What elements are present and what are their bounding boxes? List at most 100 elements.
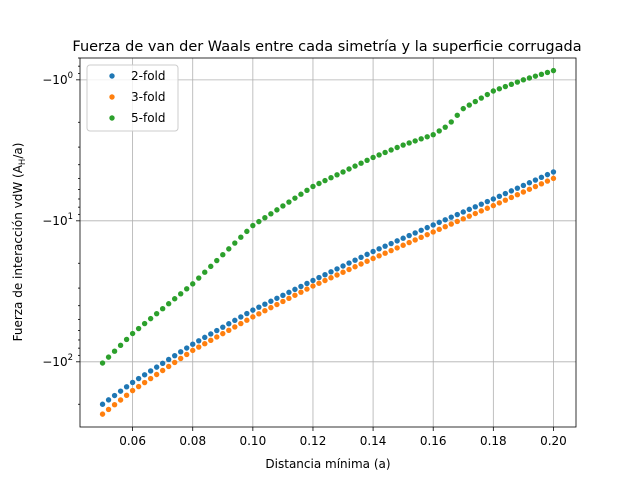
data-point <box>532 73 539 79</box>
y-tick-label: −101 <box>42 212 73 228</box>
data-point <box>123 392 130 398</box>
data-point <box>388 247 394 254</box>
data-point <box>376 246 382 252</box>
data-point <box>117 388 124 394</box>
data-point <box>178 291 184 297</box>
data-point <box>496 200 503 206</box>
data-point <box>165 363 172 370</box>
data-point <box>274 295 280 301</box>
data-point <box>334 266 340 272</box>
data-point <box>484 91 491 98</box>
data-point <box>472 98 478 105</box>
data-point <box>262 301 268 307</box>
data-point <box>382 250 388 256</box>
data-point <box>153 364 160 370</box>
data-point <box>460 216 466 222</box>
data-point <box>442 217 448 223</box>
x-axis-label: Distancia mínima (a) <box>265 457 390 471</box>
data-point <box>358 254 364 260</box>
data-point <box>448 119 454 125</box>
legend-marker <box>109 73 115 79</box>
data-point <box>141 372 148 378</box>
data-point <box>514 185 521 191</box>
data-point <box>238 314 244 320</box>
data-point <box>406 140 412 146</box>
data-point <box>502 190 509 197</box>
data-point <box>147 375 154 382</box>
data-point <box>358 160 364 166</box>
data-point <box>256 311 262 317</box>
data-point <box>388 240 394 247</box>
data-point <box>490 196 497 202</box>
data-point <box>184 351 190 358</box>
data-point <box>538 71 545 77</box>
data-point <box>99 360 106 366</box>
data-point <box>129 379 136 386</box>
y-tick-label: −100 <box>42 71 73 87</box>
data-point <box>418 234 424 240</box>
data-point <box>286 295 292 302</box>
data-point <box>406 232 412 239</box>
series-3-fold <box>99 175 557 417</box>
data-point <box>340 269 346 275</box>
data-point <box>196 338 202 344</box>
data-point <box>316 280 322 286</box>
data-point <box>292 286 298 293</box>
data-point <box>490 202 497 209</box>
data-point <box>388 147 394 153</box>
data-point <box>250 307 256 313</box>
y-axis-label-end: /a) <box>11 143 25 159</box>
data-point <box>478 208 485 214</box>
data-point <box>514 79 521 85</box>
data-point <box>472 210 478 217</box>
data-point <box>448 214 454 220</box>
data-point <box>153 371 160 378</box>
data-point <box>208 331 214 337</box>
x-tick-label: 0.16 <box>420 434 447 448</box>
data-point <box>466 213 472 219</box>
data-point <box>466 102 472 108</box>
data-point <box>129 387 136 394</box>
data-point <box>123 336 130 343</box>
data-point <box>232 317 238 324</box>
data-point <box>322 271 328 278</box>
data-point <box>340 263 346 269</box>
data-point <box>430 132 436 138</box>
data-point <box>99 401 106 407</box>
data-point <box>400 242 406 248</box>
x-tick-label: 0.14 <box>360 434 387 448</box>
data-point <box>346 266 352 273</box>
data-point <box>202 269 208 275</box>
data-point <box>280 298 286 305</box>
data-point <box>274 207 280 213</box>
data-point <box>147 368 154 374</box>
data-point <box>508 194 515 201</box>
data-point <box>196 275 202 281</box>
data-point <box>424 224 430 231</box>
data-point <box>394 245 400 251</box>
data-point <box>526 75 533 81</box>
data-point <box>442 224 448 230</box>
data-point <box>370 154 376 161</box>
data-point <box>105 406 112 413</box>
data-point <box>310 283 316 289</box>
data-point <box>472 204 478 210</box>
axes <box>79 57 577 428</box>
data-point <box>538 181 545 187</box>
data-point <box>286 199 292 205</box>
data-point <box>358 261 364 267</box>
data-point <box>105 354 112 360</box>
data-point <box>544 69 551 76</box>
data-point <box>538 174 545 181</box>
x-tick-label: 0.08 <box>179 434 206 448</box>
data-point <box>520 77 527 83</box>
data-point <box>352 163 358 169</box>
legend-box <box>86 64 179 132</box>
data-point <box>171 296 178 302</box>
data-point <box>478 201 485 207</box>
legend: 2-fold 3-fold 5-fold <box>86 64 179 132</box>
data-point <box>550 67 557 74</box>
data-point <box>550 175 557 182</box>
data-point <box>165 301 172 307</box>
data-point <box>226 321 232 327</box>
